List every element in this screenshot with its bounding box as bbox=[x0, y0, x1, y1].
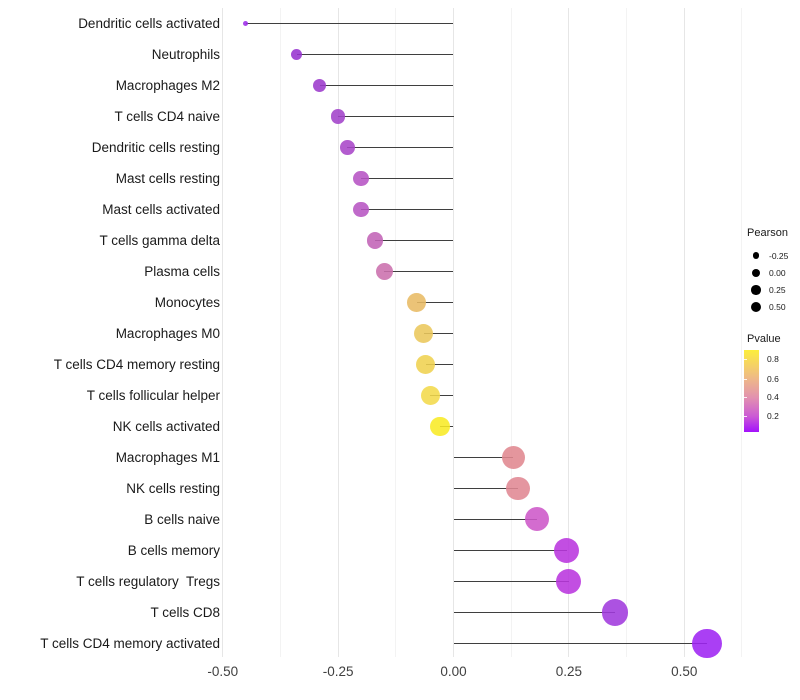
pearson-legend-dot bbox=[751, 285, 761, 295]
lollipop-dot bbox=[416, 354, 436, 375]
y-axis-label: Macrophages M1 bbox=[115, 449, 220, 465]
grid-major-line bbox=[222, 8, 224, 657]
lollipop-dot bbox=[291, 48, 303, 61]
lollipop-stem bbox=[430, 394, 454, 397]
grid-minor-line bbox=[395, 8, 397, 657]
y-axis-label: T cells CD4 memory resting bbox=[53, 356, 220, 372]
pearson-legend-label: 0.25 bbox=[769, 284, 786, 295]
lollipop-stem bbox=[361, 177, 454, 180]
y-axis-label: Mast cells resting bbox=[115, 170, 220, 186]
grid-minor-line bbox=[279, 8, 281, 657]
pvalue-tick-label: 0.8 bbox=[767, 354, 779, 365]
x-axis-tick-label: -0.25 bbox=[322, 664, 354, 679]
pearson-legend-label: 0.50 bbox=[769, 302, 786, 313]
grid-minor-line bbox=[741, 8, 743, 657]
lollipop-stem bbox=[453, 487, 519, 490]
y-axis-label: T cells CD8 bbox=[150, 604, 220, 620]
lollipop-dot bbox=[339, 140, 355, 155]
pvalue-tick-mark bbox=[744, 378, 747, 380]
pvalue-tick-label: 0.4 bbox=[767, 392, 779, 403]
lollipop-dot bbox=[407, 293, 426, 312]
y-axis-label: T cells CD4 naive bbox=[114, 108, 220, 124]
lollipop-dot bbox=[420, 385, 441, 406]
pearson-legend-dot bbox=[752, 268, 760, 277]
lollipop-dot bbox=[313, 79, 327, 92]
pvalue-tick-mark bbox=[744, 397, 747, 399]
lollipop-dot bbox=[331, 109, 346, 124]
y-axis-label: Macrophages M0 bbox=[115, 325, 220, 341]
lollipop-dot bbox=[601, 599, 629, 626]
lollipop-stem bbox=[416, 301, 454, 304]
y-axis-label: Dendritic cells resting bbox=[91, 139, 220, 155]
grid-major-line bbox=[337, 8, 339, 657]
y-axis-label: B cells naive bbox=[144, 511, 220, 527]
grid-minor-line bbox=[626, 8, 628, 657]
lollipop-stem bbox=[453, 456, 514, 459]
y-axis-label: Mast cells activated bbox=[102, 201, 220, 217]
lollipop-dot bbox=[429, 416, 450, 437]
lollipop-dot bbox=[556, 568, 582, 595]
lollipop-stem bbox=[245, 22, 454, 25]
lollipop-dot bbox=[501, 445, 526, 470]
x-axis-tick-label: 0.25 bbox=[555, 664, 583, 679]
pearson-legend-label: -0.25 bbox=[769, 250, 789, 261]
lollipop-dot bbox=[553, 537, 580, 564]
lollipop-dot bbox=[692, 628, 723, 659]
lollipop-stem bbox=[453, 549, 567, 552]
pvalue-legend-title: Pvalue bbox=[747, 333, 781, 345]
lollipop-stem bbox=[453, 518, 537, 521]
lollipop-dot bbox=[353, 201, 370, 218]
lollipop-stem bbox=[296, 53, 454, 56]
pvalue-tick-mark bbox=[744, 359, 747, 361]
lollipop-stem bbox=[453, 642, 708, 645]
lollipop-stem bbox=[375, 239, 454, 242]
lollipop-dot bbox=[413, 323, 434, 344]
y-axis-label: NK cells resting bbox=[126, 480, 220, 496]
y-axis-label: T cells CD4 memory activated bbox=[40, 635, 220, 651]
lollipop-dot bbox=[506, 476, 530, 501]
y-axis-label: Dendritic cells activated bbox=[78, 15, 220, 31]
lollipop-stem bbox=[453, 580, 569, 583]
y-axis-label: Monocytes bbox=[154, 294, 220, 310]
lollipop-stem bbox=[319, 84, 454, 87]
grid-major-line bbox=[683, 8, 685, 657]
lollipop-dot bbox=[353, 170, 370, 187]
pearson-legend-title: Pearson bbox=[747, 227, 788, 239]
y-axis-label: B cells memory bbox=[127, 542, 220, 558]
y-axis-label: Macrophages M2 bbox=[115, 77, 220, 93]
pvalue-gradient-bar bbox=[744, 350, 759, 432]
lollipop-dot bbox=[366, 232, 384, 249]
x-axis-tick-label: 0.00 bbox=[440, 664, 467, 679]
grid-major-line bbox=[453, 8, 454, 657]
lollipop-stem bbox=[361, 208, 454, 211]
pvalue-tick-label: 0.6 bbox=[767, 373, 779, 384]
pvalue-tick-mark bbox=[744, 416, 747, 418]
y-axis-label: NK cells activated bbox=[112, 418, 220, 434]
lollipop-dot bbox=[375, 262, 393, 280]
x-axis-tick-label: -0.50 bbox=[207, 664, 239, 679]
x-axis-tick-label: 0.50 bbox=[671, 664, 698, 679]
lollipop-stem bbox=[347, 146, 454, 149]
lollipop-stem bbox=[338, 115, 454, 118]
pearson-legend-label: 0.00 bbox=[769, 267, 786, 278]
lollipop-stem bbox=[384, 270, 454, 273]
grid-minor-line bbox=[510, 8, 512, 657]
lollipop-stem bbox=[425, 363, 454, 366]
y-axis-label: T cells regulatory Tregs bbox=[76, 573, 220, 589]
lollipop-dot bbox=[524, 507, 549, 532]
lollipop-stem bbox=[453, 611, 616, 614]
y-axis-label: Neutrophils bbox=[151, 46, 220, 62]
pearson-legend-dot bbox=[752, 252, 760, 259]
y-axis-label: T cells gamma delta bbox=[99, 232, 220, 248]
y-axis-label: Plasma cells bbox=[144, 263, 220, 279]
pearson-legend-dot bbox=[750, 301, 762, 313]
lollipop-stem bbox=[423, 332, 454, 335]
grid-major-line bbox=[568, 8, 570, 657]
lollipop-dot bbox=[243, 20, 249, 27]
pvalue-tick-label: 0.2 bbox=[767, 411, 779, 422]
y-axis-label: T cells follicular helper bbox=[86, 387, 220, 403]
